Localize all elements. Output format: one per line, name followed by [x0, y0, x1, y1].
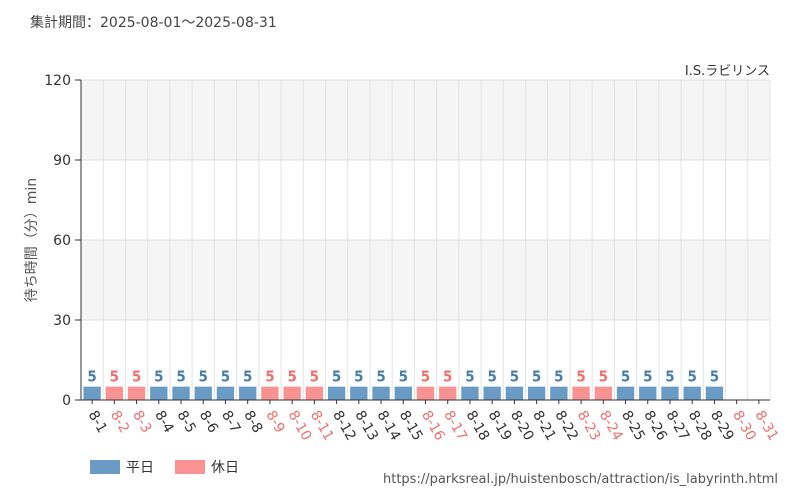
- bar-8-12: [327, 386, 346, 400]
- bar-8-5: [172, 386, 190, 400]
- bar-value-label: 5: [87, 368, 96, 386]
- legend-weekday-label: 平日: [126, 460, 154, 476]
- x-tick-label: 8-4: [151, 408, 176, 436]
- y-tick-label: 30: [53, 313, 71, 329]
- bar-value-label: 5: [354, 368, 363, 386]
- bar-8-2: [105, 386, 124, 400]
- bar-value-label: 5: [376, 368, 385, 386]
- bar-8-29: [705, 386, 724, 400]
- bar-value-label: 5: [110, 368, 119, 386]
- bar-value-label: 5: [688, 368, 697, 386]
- bar-8-6: [194, 386, 212, 400]
- bar-value-label: 5: [287, 368, 296, 386]
- x-tick-label: 8-8: [240, 408, 265, 436]
- bar-value-label: 5: [221, 368, 230, 386]
- x-tick-label: 8-5: [174, 408, 199, 436]
- bar-8-15: [394, 386, 412, 400]
- bar-8-10: [283, 386, 301, 400]
- bar-8-28: [683, 386, 701, 400]
- bar-value-label: 5: [332, 368, 341, 386]
- bar-value-label: 5: [443, 368, 452, 386]
- bar-8-24: [594, 386, 612, 400]
- bar-8-21: [527, 386, 546, 400]
- bar-value-label: 5: [665, 368, 674, 386]
- bar-value-label: 5: [599, 368, 608, 386]
- bar-value-label: 5: [465, 368, 474, 386]
- y-axis-label: 待ち時間（分）min: [24, 178, 40, 302]
- chart-title: I.S.ラビリンス: [685, 64, 770, 79]
- bar-value-label: 5: [176, 368, 185, 386]
- bar-value-label: 5: [621, 368, 630, 386]
- bar-8-13: [350, 386, 368, 400]
- bar-8-19: [483, 386, 501, 400]
- bar-value-label: 5: [576, 368, 585, 386]
- grid-band: [81, 80, 770, 160]
- bar-8-23: [572, 386, 590, 400]
- legend-holiday-swatch: [175, 460, 205, 474]
- bar-value-label: 5: [554, 368, 563, 386]
- bar-8-11: [305, 386, 324, 400]
- grid-band: [81, 240, 770, 320]
- x-tick-label: 8-7: [218, 408, 243, 436]
- x-tick-label: 8-3: [129, 408, 154, 436]
- bar-8-14: [372, 386, 390, 400]
- bar-value-label: 5: [310, 368, 319, 386]
- x-tick-label: 8-31: [751, 408, 781, 444]
- bar-value-label: 5: [265, 368, 274, 386]
- source-url: https://parksreal.jp/huistenbosch/attrac…: [382, 472, 778, 487]
- bar-8-3: [127, 386, 146, 400]
- y-tick-label: 120: [44, 73, 71, 89]
- bar-value-label: 5: [132, 368, 141, 386]
- bar-8-17: [439, 386, 457, 400]
- bar-8-25: [616, 386, 635, 400]
- x-tick-label: 8-9: [262, 408, 287, 436]
- bar-value-label: 5: [399, 368, 408, 386]
- x-tick-label: 8-2: [107, 408, 132, 436]
- legend-weekday-swatch: [90, 460, 120, 474]
- bar-value-label: 5: [487, 368, 496, 386]
- bar-value-label: 5: [421, 368, 430, 386]
- y-tick-label: 0: [62, 393, 71, 409]
- bar-value-label: 5: [532, 368, 541, 386]
- legend-weekday: 平日: [90, 458, 154, 476]
- y-tick-label: 90: [53, 153, 71, 169]
- bar-8-8: [239, 386, 257, 400]
- bar-8-22: [550, 386, 568, 400]
- period-label: 集計期間：2025-08-01〜2025-08-31: [30, 15, 277, 31]
- legend-holiday: 休日: [175, 458, 239, 476]
- bar-8-26: [639, 386, 657, 400]
- bar-8-27: [661, 386, 679, 400]
- bar-8-20: [505, 386, 524, 400]
- bar-value-label: 5: [154, 368, 163, 386]
- x-tick-label: 8-6: [196, 408, 221, 436]
- bar-8-1: [83, 386, 101, 400]
- legend-holiday-label: 休日: [211, 460, 239, 476]
- bar-value-label: 5: [510, 368, 519, 386]
- bar-8-18: [461, 386, 479, 400]
- bar-value-label: 5: [710, 368, 719, 386]
- x-tick-label: 8-1: [85, 408, 110, 436]
- bar-value-label: 5: [243, 368, 252, 386]
- bar-8-9: [261, 386, 279, 400]
- bar-8-7: [216, 386, 235, 400]
- y-tick-label: 60: [53, 233, 71, 249]
- bar-value-label: 5: [643, 368, 652, 386]
- bar-8-4: [150, 386, 168, 400]
- bar-value-label: 5: [199, 368, 208, 386]
- bar-8-16: [416, 386, 435, 400]
